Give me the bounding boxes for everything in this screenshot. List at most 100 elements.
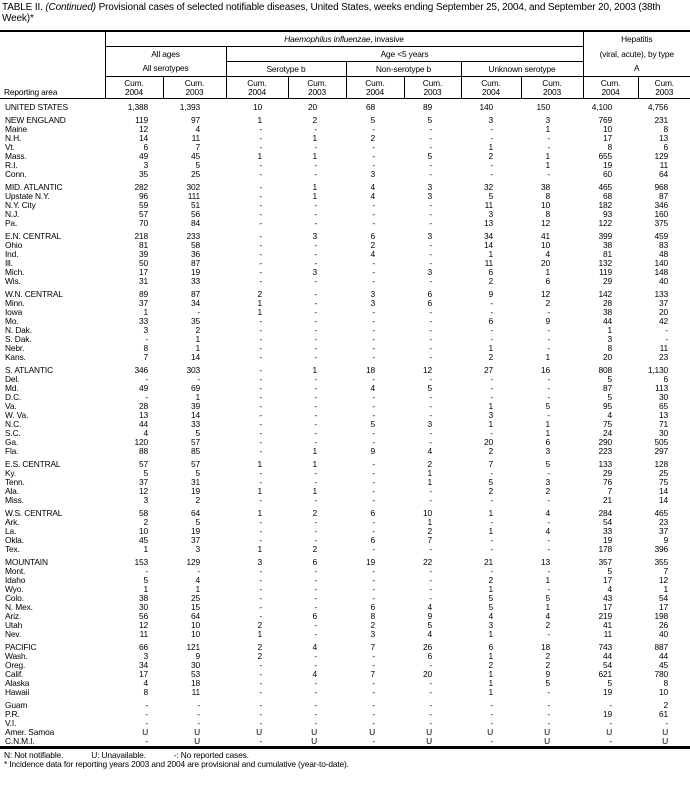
table-row: Fla. 88 85 - 1 9 4 2 3 223 297 bbox=[0, 447, 690, 456]
value-cell: 1 bbox=[143, 308, 148, 317]
value-cell: - bbox=[314, 241, 317, 250]
value-cell: 5 bbox=[545, 594, 551, 603]
value-cell: 1 bbox=[257, 152, 262, 161]
reporting-area-cell: Fla. bbox=[5, 447, 19, 456]
value-cell: 7 bbox=[427, 536, 432, 545]
value-cell: 37 bbox=[190, 536, 200, 545]
region-row: W.S. CENTRAL 58 64 1 2 6 10 1 4 284 465 bbox=[0, 505, 690, 518]
value-cell: U bbox=[311, 728, 317, 737]
value-cell: 1 bbox=[257, 308, 262, 317]
reporting-area-cell: Colo. bbox=[5, 594, 24, 603]
table-row: Calif. 17 53 - 4 7 20 1 9 621 780 bbox=[0, 670, 690, 679]
value-cell: 8 bbox=[545, 192, 551, 201]
value-cell: 1 bbox=[257, 487, 262, 496]
haemophilus-name: Haemophilus influenzae bbox=[284, 33, 371, 44]
value-cell: - bbox=[145, 710, 148, 719]
value-cell: - bbox=[259, 536, 262, 545]
value-cell: 12 bbox=[541, 289, 551, 299]
value-cell: 59 bbox=[138, 201, 148, 210]
table-row: Mass. 49 45 1 1 - 5 2 1 655 129 bbox=[0, 152, 690, 161]
value-cell: 6 bbox=[488, 642, 493, 652]
value-cell: 9 bbox=[545, 670, 551, 679]
title-text: Provisional cases of selected notifiable… bbox=[2, 2, 661, 24]
value-cell: 19 bbox=[190, 527, 200, 536]
value-cell: - bbox=[314, 420, 317, 429]
value-cell: 14 bbox=[483, 241, 493, 250]
value-cell: 34 bbox=[483, 231, 493, 241]
value-cell: - bbox=[490, 384, 493, 393]
value-cell: 3 bbox=[607, 335, 613, 344]
value-cell: 2 bbox=[488, 661, 493, 670]
value-cell: - bbox=[372, 496, 375, 505]
value-cell: 33 bbox=[190, 277, 200, 286]
value-cell: 2 bbox=[488, 447, 493, 456]
value-cell: 4 bbox=[143, 679, 148, 688]
value-cell: 3 bbox=[488, 115, 493, 125]
value-cell: - bbox=[372, 161, 375, 170]
value-cell: 5 bbox=[607, 375, 613, 384]
value-cell: - bbox=[429, 219, 432, 228]
table-row: La. 10 19 - - - 2 1 4 33 37 bbox=[0, 527, 690, 536]
reporting-area-cell: Vt. bbox=[5, 143, 15, 152]
value-cell: 11 bbox=[139, 630, 149, 639]
value-cell: 459 bbox=[654, 231, 669, 241]
value-cell: - bbox=[547, 393, 551, 402]
value-cell: - bbox=[429, 402, 432, 411]
value-cell: 8 bbox=[545, 210, 551, 219]
value-cell: 6 bbox=[427, 299, 432, 308]
value-cell: 20 bbox=[307, 102, 317, 112]
value-cell: - bbox=[547, 630, 551, 639]
value-cell: - bbox=[547, 335, 551, 344]
serotype-b-header: Serotype b bbox=[225, 61, 346, 77]
value-cell: - bbox=[490, 134, 493, 143]
value-cell: 18 bbox=[541, 642, 551, 652]
value-cell: - bbox=[259, 402, 262, 411]
value-cell: - bbox=[314, 219, 317, 228]
value-cell: 8 bbox=[143, 688, 148, 697]
value-cell: 1 bbox=[545, 125, 551, 134]
value-cell: - bbox=[372, 277, 375, 286]
reporting-area-cell: N.C. bbox=[5, 420, 22, 429]
value-cell: - bbox=[372, 375, 375, 384]
value-cell: 11 bbox=[191, 134, 201, 143]
value-cell: 38 bbox=[603, 241, 613, 250]
reporting-area-cell: Mich. bbox=[5, 268, 25, 277]
value-cell: - bbox=[314, 661, 317, 670]
value-cell: 19 bbox=[365, 557, 375, 567]
value-cell: 218 bbox=[134, 231, 148, 241]
value-cell: - bbox=[259, 612, 262, 621]
value-cell: 5 bbox=[143, 576, 148, 585]
value-cell: 11 bbox=[659, 344, 669, 353]
value-cell: - bbox=[372, 567, 375, 576]
age-under-5-header: Age <5 years bbox=[225, 46, 584, 62]
value-cell: - bbox=[547, 545, 551, 554]
value-cell: 10 bbox=[603, 125, 613, 134]
reporting-area-cell: Calif. bbox=[5, 670, 24, 679]
value-cell: - bbox=[490, 545, 493, 554]
value-cell: 31 bbox=[190, 478, 200, 487]
value-cell: 4 bbox=[427, 630, 432, 639]
value-cell: 44 bbox=[603, 317, 613, 326]
value-cell: - bbox=[372, 719, 375, 728]
reporting-area-cell: D.C. bbox=[5, 393, 22, 402]
value-cell: - bbox=[346, 737, 404, 749]
value-cell: 1 bbox=[488, 585, 493, 594]
value-cell: - bbox=[314, 719, 317, 728]
reporting-area-cell: R.I. bbox=[5, 161, 18, 170]
value-cell: - bbox=[665, 326, 669, 335]
value-cell: 6 bbox=[312, 612, 317, 621]
value-cell: - bbox=[583, 737, 639, 749]
value-cell: 198 bbox=[654, 612, 669, 621]
value-cell: 37 bbox=[138, 299, 148, 308]
table-row: Ill. 50 87 - - - - 11 20 132 140 bbox=[0, 259, 690, 268]
value-cell: 6 bbox=[370, 603, 375, 612]
value-cell: - bbox=[105, 737, 163, 749]
value-cell: 6 bbox=[370, 231, 375, 241]
value-cell: 30 bbox=[659, 393, 669, 402]
value-cell: - bbox=[429, 259, 432, 268]
value-cell: 14 bbox=[190, 353, 200, 362]
value-cell: 1 bbox=[427, 478, 432, 487]
value-cell: 1 bbox=[195, 585, 200, 594]
value-cell: 5 bbox=[195, 161, 200, 170]
value-cell: 375 bbox=[654, 219, 669, 228]
